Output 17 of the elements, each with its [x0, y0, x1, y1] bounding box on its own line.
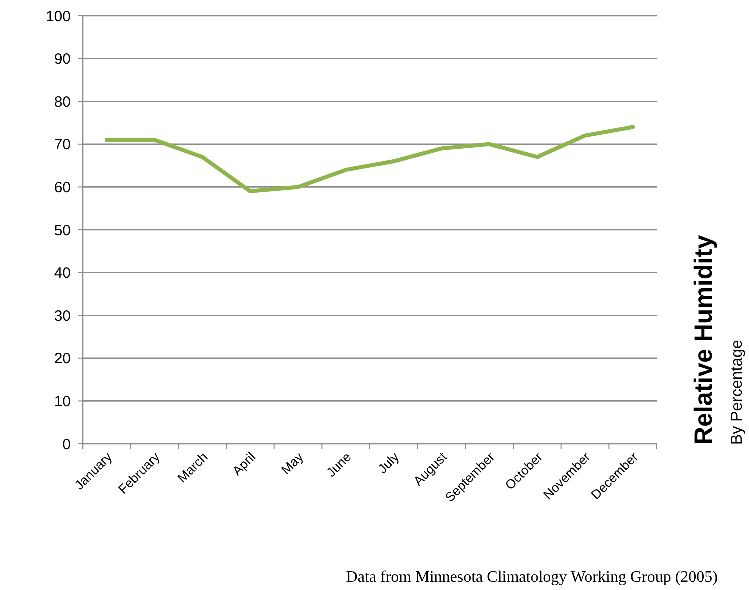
- y-tick-label: 20: [54, 350, 71, 368]
- y-tick-label: 100: [46, 8, 71, 26]
- x-tick-label: July: [375, 449, 402, 476]
- y-tick-label: 90: [54, 51, 71, 68]
- line-series: [104, 125, 636, 194]
- y-tick-label: 40: [54, 265, 71, 282]
- y-tick-label: 60: [54, 179, 71, 196]
- y-tick-label: 50: [54, 222, 71, 240]
- y-tick-label: 0: [62, 436, 71, 454]
- y-tick-label: 30: [54, 308, 71, 325]
- text: Data from Minnesota Climatology Working Group (2005): [346, 569, 718, 586]
- text: Relative Humidity: [690, 235, 718, 445]
- y-tick-label: 10: [54, 393, 71, 410]
- x-tick-label: May: [278, 449, 307, 478]
- text: By Percentage: [729, 340, 746, 445]
- y-tick-label: 80: [54, 94, 71, 111]
- y-tick-label: 70: [54, 136, 71, 154]
